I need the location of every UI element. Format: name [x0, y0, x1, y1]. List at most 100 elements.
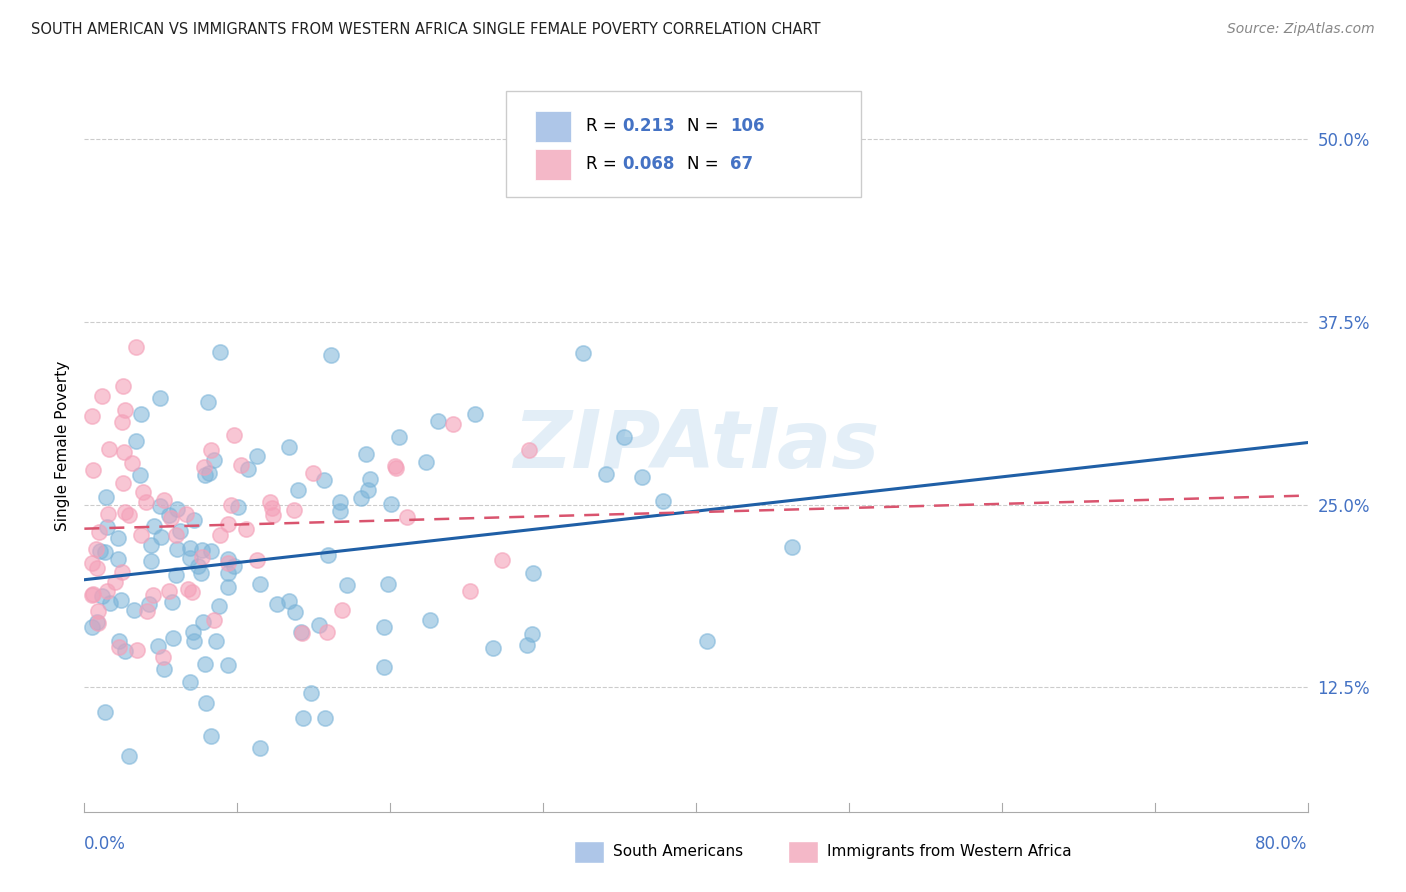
- Point: [396, 510, 419, 524]
- FancyBboxPatch shape: [534, 149, 571, 180]
- Point: [224, 428, 246, 442]
- Point: [330, 603, 353, 617]
- FancyBboxPatch shape: [574, 841, 605, 863]
- Point: [129, 527, 152, 541]
- Point: [377, 577, 399, 591]
- Point: [153, 492, 176, 507]
- Point: [97, 507, 120, 521]
- Point: [112, 445, 135, 459]
- Text: Immigrants from Western Africa: Immigrants from Western Africa: [827, 845, 1071, 860]
- Point: [108, 633, 131, 648]
- Point: [191, 615, 214, 629]
- Point: [217, 580, 239, 594]
- Point: [86, 615, 108, 629]
- Point: [110, 592, 132, 607]
- Point: [373, 620, 395, 634]
- Point: [259, 495, 281, 509]
- Text: R =: R =: [586, 155, 621, 173]
- Point: [208, 345, 231, 359]
- Point: [93, 705, 115, 719]
- Point: [481, 641, 503, 656]
- Point: [217, 557, 239, 571]
- Point: [166, 501, 188, 516]
- Point: [98, 596, 121, 610]
- Point: [183, 633, 205, 648]
- Point: [117, 749, 139, 764]
- Point: [287, 483, 309, 497]
- Point: [226, 500, 249, 515]
- Text: 0.0%: 0.0%: [84, 835, 127, 853]
- Point: [129, 468, 152, 483]
- Point: [80, 409, 103, 423]
- Point: [96, 519, 118, 533]
- Point: [180, 585, 202, 599]
- Point: [179, 551, 201, 566]
- Point: [262, 508, 284, 522]
- Point: [316, 548, 339, 562]
- Text: 106: 106: [730, 118, 765, 136]
- Point: [349, 491, 371, 505]
- Point: [135, 495, 157, 509]
- Point: [319, 348, 342, 362]
- Point: [595, 467, 617, 481]
- Point: [191, 549, 214, 564]
- Point: [125, 340, 148, 354]
- Point: [219, 498, 242, 512]
- Point: [132, 485, 155, 500]
- Point: [359, 472, 381, 486]
- Point: [80, 556, 103, 570]
- Point: [291, 711, 314, 725]
- Point: [162, 632, 184, 646]
- Point: [290, 624, 312, 639]
- Point: [329, 504, 352, 518]
- Point: [517, 443, 540, 458]
- Point: [200, 729, 222, 743]
- Point: [441, 417, 464, 431]
- Point: [89, 543, 111, 558]
- Point: [520, 627, 543, 641]
- Point: [96, 584, 118, 599]
- Point: [197, 394, 219, 409]
- Point: [108, 640, 131, 654]
- Point: [150, 530, 173, 544]
- Text: 67: 67: [730, 155, 754, 173]
- Point: [631, 470, 654, 484]
- Point: [260, 500, 283, 515]
- Point: [149, 499, 172, 513]
- Point: [177, 582, 200, 597]
- Point: [205, 634, 228, 648]
- Point: [222, 558, 245, 573]
- Point: [283, 503, 305, 517]
- Point: [141, 589, 163, 603]
- Point: [160, 595, 183, 609]
- Text: N =: N =: [688, 118, 724, 136]
- Point: [491, 553, 513, 567]
- Point: [198, 466, 221, 480]
- Point: [249, 576, 271, 591]
- Point: [111, 415, 134, 429]
- Text: 80.0%: 80.0%: [1256, 835, 1308, 853]
- Point: [114, 402, 136, 417]
- Point: [86, 541, 108, 556]
- Text: 0.068: 0.068: [623, 155, 675, 173]
- Point: [111, 565, 134, 579]
- Point: [194, 467, 217, 482]
- Point: [125, 434, 148, 449]
- Point: [415, 455, 437, 469]
- Point: [87, 524, 110, 539]
- Point: [464, 408, 486, 422]
- Point: [236, 462, 259, 476]
- Point: [193, 460, 215, 475]
- Text: Source: ZipAtlas.com: Source: ZipAtlas.com: [1227, 22, 1375, 37]
- Point: [195, 696, 218, 710]
- Point: [165, 568, 187, 582]
- Point: [114, 505, 136, 519]
- Point: [613, 430, 636, 444]
- Point: [107, 531, 129, 545]
- Point: [80, 588, 103, 602]
- Point: [86, 604, 108, 618]
- Point: [112, 379, 135, 393]
- Point: [357, 483, 380, 497]
- Point: [231, 458, 253, 472]
- Point: [235, 522, 257, 536]
